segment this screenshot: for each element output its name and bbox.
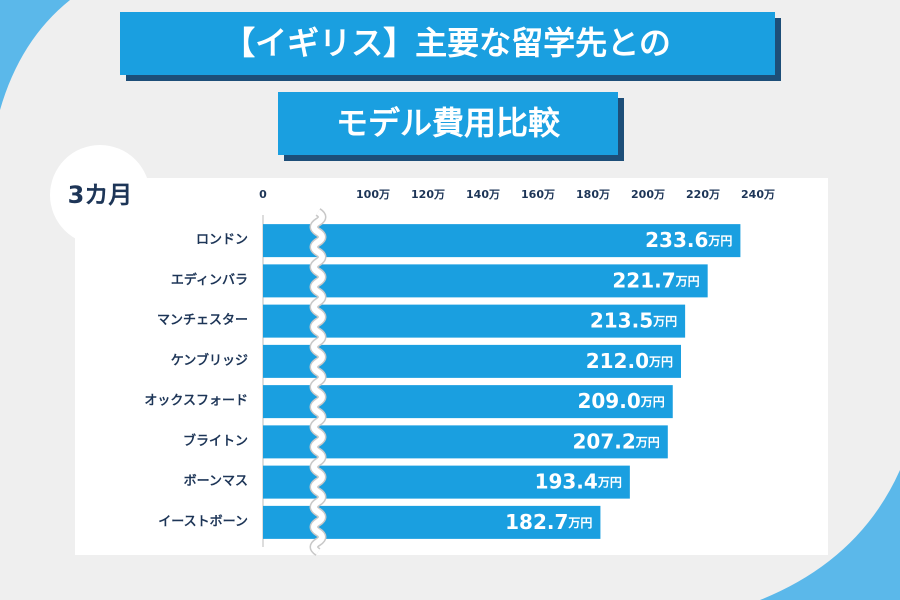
- y-tick-label: オックスフォード: [144, 394, 248, 409]
- y-tick-label: エディンバラ: [171, 272, 248, 288]
- period-label: 3カ月: [68, 181, 133, 209]
- title-box: [278, 92, 618, 155]
- value-number: 213.5: [590, 308, 653, 332]
- value-unit: 万円: [635, 435, 660, 449]
- y-tick-label: ブライトン: [183, 433, 248, 449]
- bar: [263, 224, 741, 258]
- value-number: 221.7: [612, 268, 675, 292]
- value-unit: 万円: [707, 234, 732, 248]
- value-number: 193.4: [535, 469, 598, 493]
- value-number: 207.2: [573, 429, 636, 453]
- value-label: 221.7万円: [612, 268, 699, 292]
- value-unit: 万円: [675, 274, 700, 288]
- value-unit: 万円: [640, 395, 665, 409]
- y-tick-label: イーストボーン: [158, 513, 248, 529]
- value-number: 209.0: [577, 389, 640, 413]
- chart-title: 【イギリス】主要な留学先との: [223, 24, 671, 62]
- value-number: 182.7: [505, 509, 568, 533]
- value-unit: 万円: [648, 354, 673, 368]
- period-badge: [50, 145, 150, 245]
- title-box: [120, 12, 775, 75]
- x-tick-label: 240万: [741, 188, 775, 201]
- chart-title: モデル費用比較: [336, 104, 561, 142]
- x-tick-label: 100万: [356, 188, 390, 201]
- value-unit: 万円: [597, 475, 622, 489]
- y-tick-label: ケンブリッジ: [171, 352, 248, 368]
- y-tick-label: ロンドン: [196, 233, 248, 248]
- x-tick-label: 0: [259, 188, 267, 201]
- value-number: 233.6: [645, 228, 708, 252]
- bar: [263, 425, 668, 459]
- corner-decoration: [0, 0, 70, 110]
- corner-decoration: [760, 470, 900, 600]
- x-tick-label: 200万: [631, 188, 665, 201]
- y-tick-label: マンチェスター: [157, 313, 248, 328]
- value-unit: 万円: [652, 314, 677, 328]
- x-tick-label: 120万: [411, 188, 445, 201]
- x-tick-label: 140万: [466, 188, 500, 201]
- bar: [263, 264, 708, 298]
- y-tick-label: ボーンマス: [184, 473, 248, 489]
- value-label: 212.0万円: [586, 348, 673, 372]
- axis-break: [311, 209, 325, 555]
- bar: [263, 304, 686, 338]
- value-label: 233.6万円: [645, 228, 732, 252]
- value-label: 182.7万円: [505, 509, 592, 533]
- value-label: 213.5万円: [590, 308, 677, 332]
- bar: [263, 344, 681, 378]
- value-label: 207.2万円: [573, 429, 660, 453]
- x-tick-label: 220万: [686, 188, 720, 201]
- value-unit: 万円: [567, 515, 592, 529]
- value-label: 193.4万円: [535, 469, 622, 493]
- x-tick-label: 180万: [576, 188, 610, 201]
- bar: [263, 385, 673, 419]
- value-number: 212.0: [586, 348, 649, 372]
- value-label: 209.0万円: [577, 389, 664, 413]
- x-tick-label: 160万: [521, 188, 555, 201]
